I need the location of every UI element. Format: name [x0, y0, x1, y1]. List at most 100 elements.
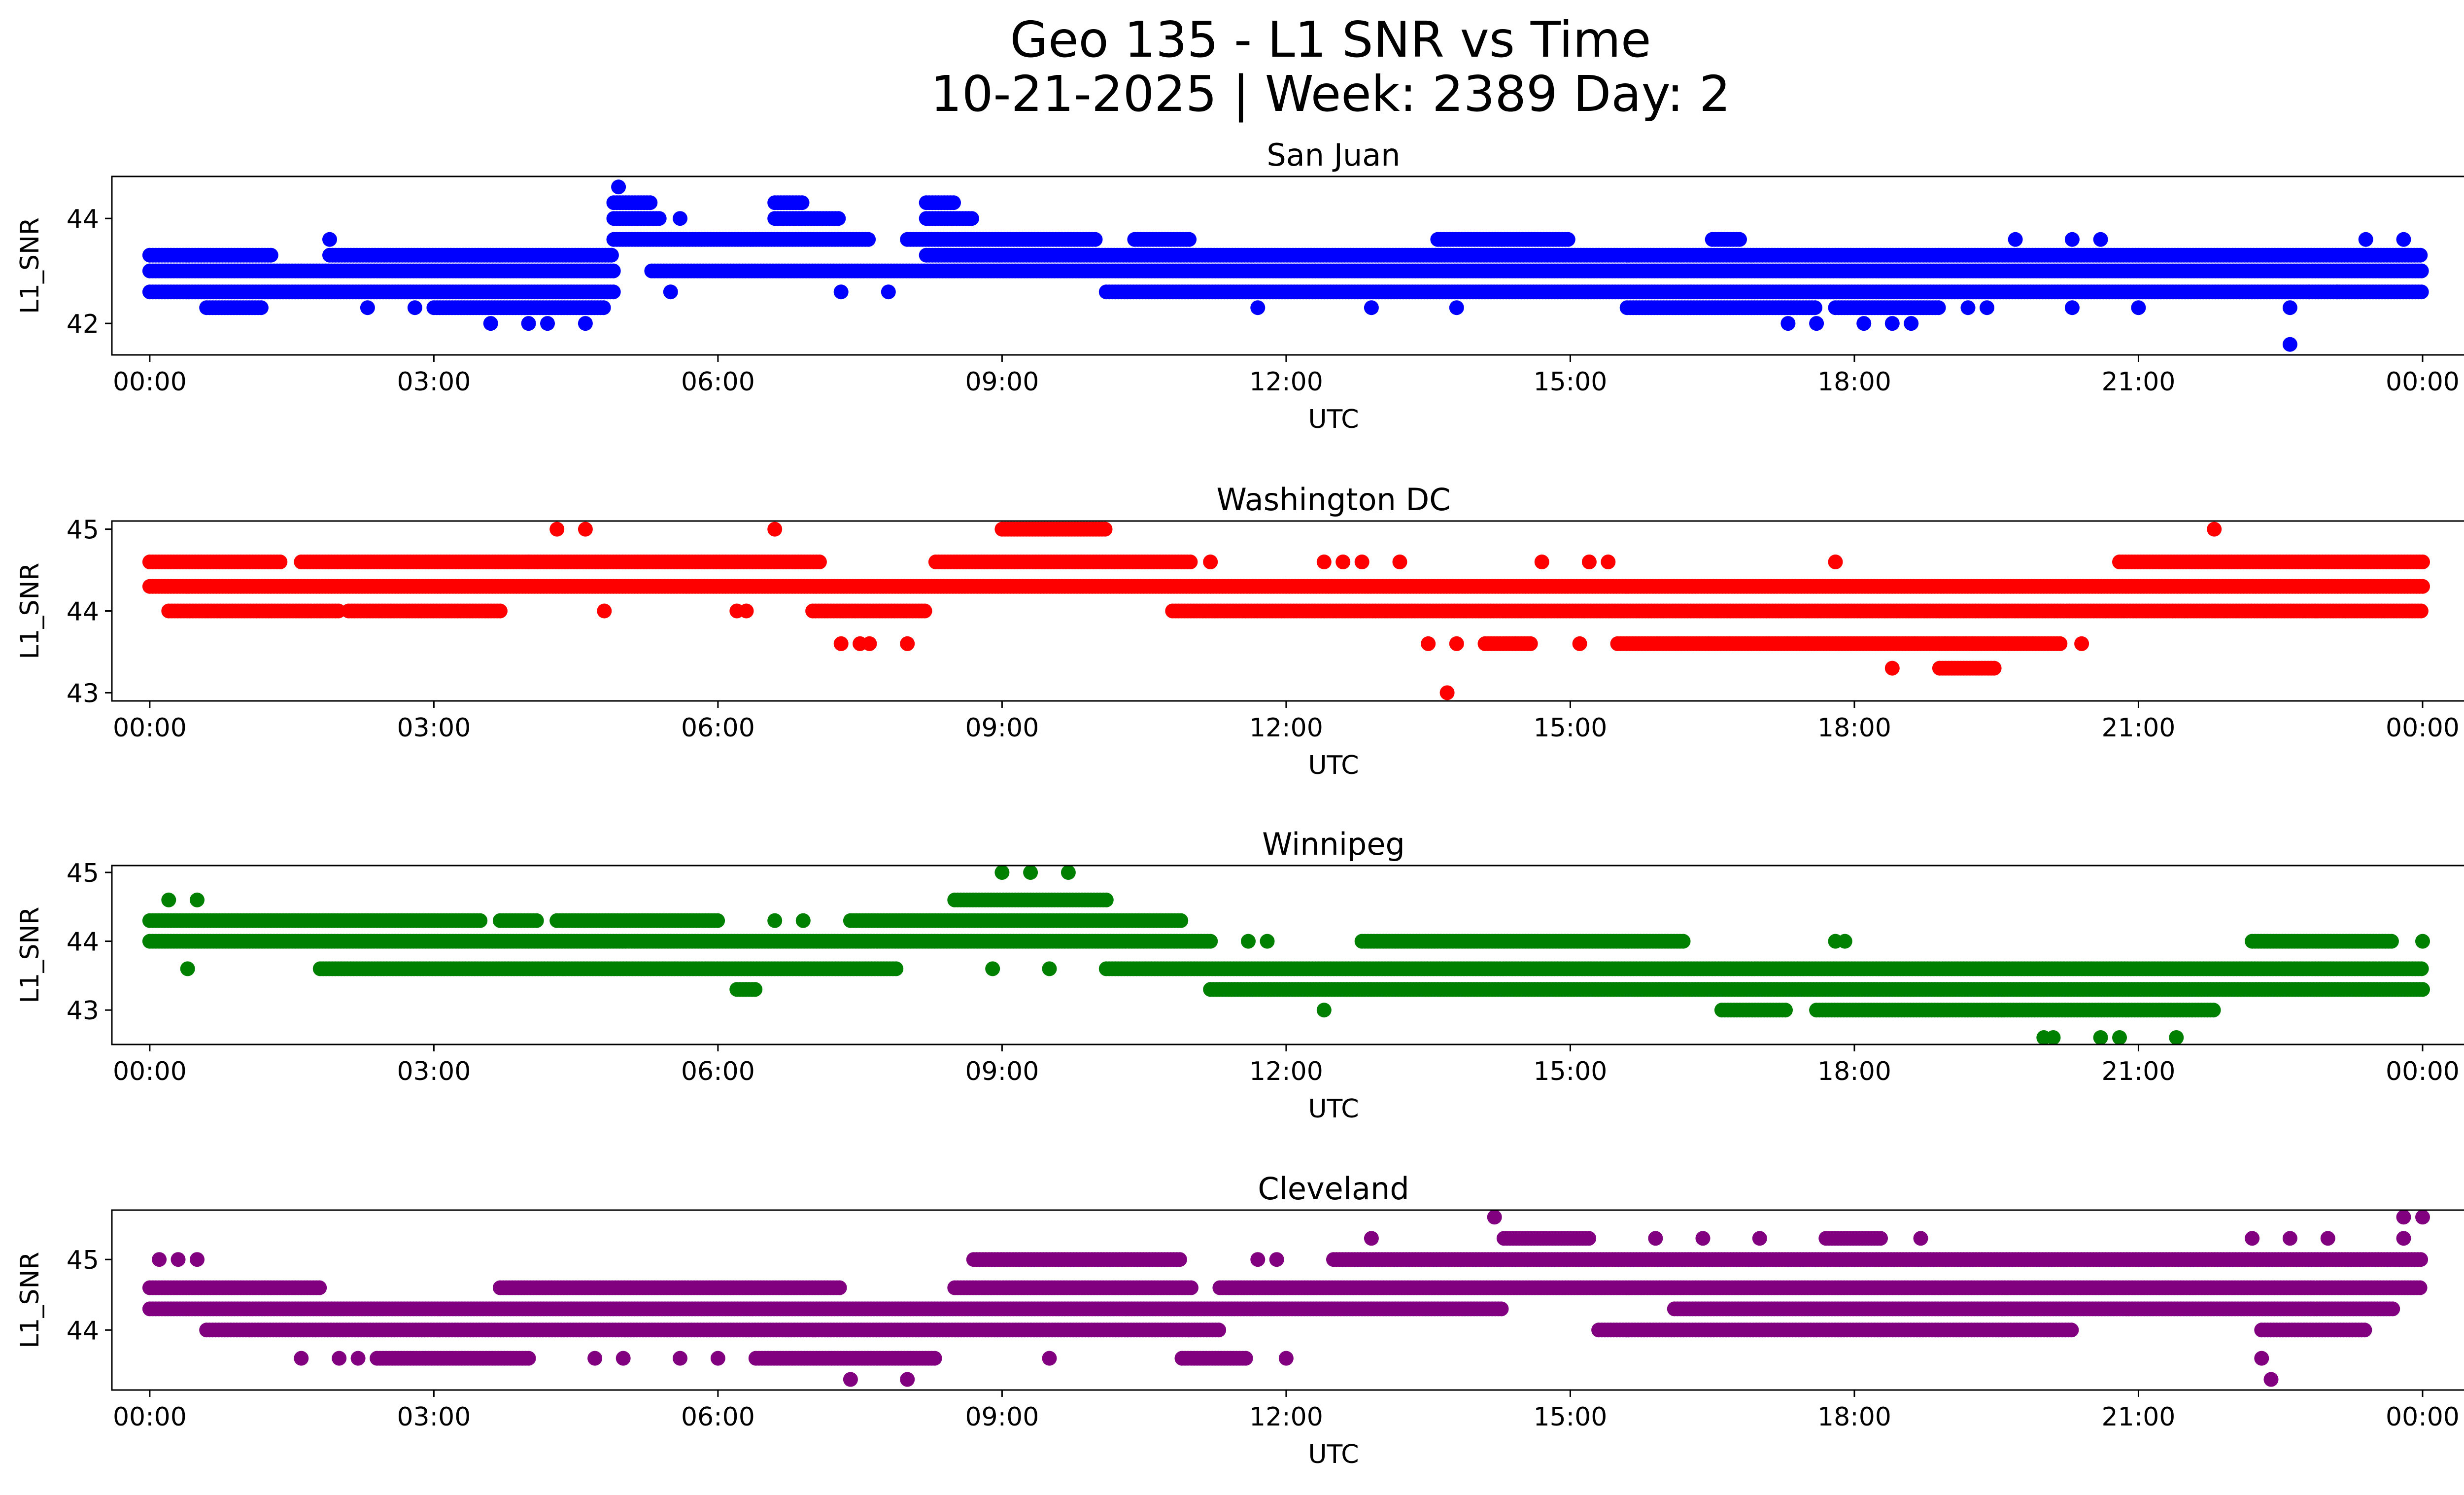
subplot-title: San Juan	[1266, 137, 1400, 173]
data-point	[964, 211, 979, 226]
x-tick-label: 15:00	[1533, 713, 1607, 743]
data-point	[1173, 913, 1189, 928]
data-point	[881, 284, 896, 300]
x-tick-label: 03:00	[397, 367, 471, 397]
data-point	[643, 195, 658, 210]
data-point	[1449, 300, 1464, 315]
data-point	[2008, 232, 2023, 247]
data-point	[651, 211, 667, 226]
figure-title-line1: Geo 135 - L1 SNR vs Time	[1010, 11, 1651, 69]
data-point	[578, 316, 593, 331]
data-point	[1601, 555, 1616, 569]
data-point	[2413, 603, 2429, 619]
data-point	[833, 636, 849, 651]
data-point	[1421, 636, 1436, 651]
data-point	[1439, 685, 1455, 700]
data-point	[833, 284, 849, 300]
data-point	[794, 195, 810, 210]
data-point	[1808, 300, 1822, 315]
data-point	[1986, 661, 2002, 676]
data-point	[1182, 232, 1197, 247]
data-point	[1364, 300, 1379, 315]
data-point	[273, 555, 288, 569]
x-tick-label: 06:00	[681, 367, 755, 397]
data-point	[604, 247, 619, 263]
x-tick-label: 18:00	[1817, 713, 1891, 743]
data-point	[1335, 555, 1351, 569]
data-point	[1732, 232, 1747, 247]
data-point	[1572, 636, 1587, 651]
data-point	[1097, 522, 1113, 537]
y-tick-label: 42	[67, 310, 99, 339]
data-point	[2413, 247, 2428, 263]
data-point	[263, 247, 278, 263]
y-tick-label: 45	[67, 516, 99, 545]
data-point	[360, 300, 375, 315]
data-point	[521, 316, 536, 331]
x-tick-label: 06:00	[681, 713, 755, 743]
data-point	[2301, 284, 2317, 300]
x-tick-label: 00:00	[113, 367, 187, 397]
data-point	[2131, 300, 2146, 315]
y-tick-label: 43	[67, 679, 99, 708]
data-point	[611, 179, 626, 195]
data-point	[1316, 555, 1332, 569]
x-tick-label: 03:00	[397, 713, 471, 743]
data-point	[2414, 263, 2429, 278]
x-axis-label: UTC	[1308, 405, 1359, 434]
data-point	[1534, 555, 1549, 569]
y-axis-label: L1_SNR	[15, 562, 45, 659]
data-point	[1856, 316, 1872, 331]
data-point	[1980, 300, 1994, 315]
data-point	[1354, 555, 1369, 569]
data-point	[2282, 300, 2297, 315]
data-point	[812, 555, 827, 569]
data-point	[2064, 232, 2080, 247]
data-point	[1088, 232, 1103, 247]
data-point	[2207, 522, 2222, 537]
data-point	[596, 300, 611, 315]
data-point	[597, 603, 612, 619]
x-tick-label: 00:00	[2386, 367, 2460, 397]
data-point	[2415, 555, 2430, 569]
subplot-title: Washington DC	[1216, 482, 1450, 518]
subplot-title: Winnipeg	[1262, 826, 1405, 862]
x-tick-label: 00:00	[2386, 713, 2460, 743]
data-point	[1250, 300, 1266, 315]
data-point	[862, 636, 877, 651]
data-point	[2414, 284, 2429, 300]
data-point	[549, 522, 565, 537]
data-point	[492, 603, 508, 619]
data-point	[1884, 661, 1900, 676]
data-point	[483, 316, 498, 331]
x-tick-label: 15:00	[1533, 367, 1607, 397]
y-axis-label: L1_SNR	[15, 217, 45, 314]
data-point	[606, 284, 621, 300]
data-point	[1960, 300, 1976, 315]
data-point	[946, 195, 961, 210]
data-point	[710, 913, 725, 928]
data-point	[739, 603, 754, 619]
data-point	[529, 913, 544, 928]
data-point	[1904, 316, 1919, 331]
data-point	[900, 636, 915, 651]
x-axis-label: UTC	[1308, 751, 1359, 780]
data-point	[1780, 316, 1796, 331]
data-point	[2415, 579, 2430, 594]
data-point	[473, 913, 488, 928]
data-point	[407, 300, 422, 315]
data-point	[917, 603, 932, 619]
data-point	[663, 284, 678, 300]
data-point	[2053, 636, 2068, 651]
data-point	[1931, 300, 1946, 315]
data-point	[2074, 636, 2089, 651]
data-point	[606, 263, 621, 278]
x-tick-label: 12:00	[1249, 713, 1323, 743]
data-point	[2282, 337, 2297, 352]
x-tick-label: 00:00	[113, 713, 187, 743]
data-point	[578, 522, 593, 537]
x-tick-label: 09:00	[965, 367, 1039, 397]
x-tick-label: 12:00	[1249, 367, 1323, 397]
